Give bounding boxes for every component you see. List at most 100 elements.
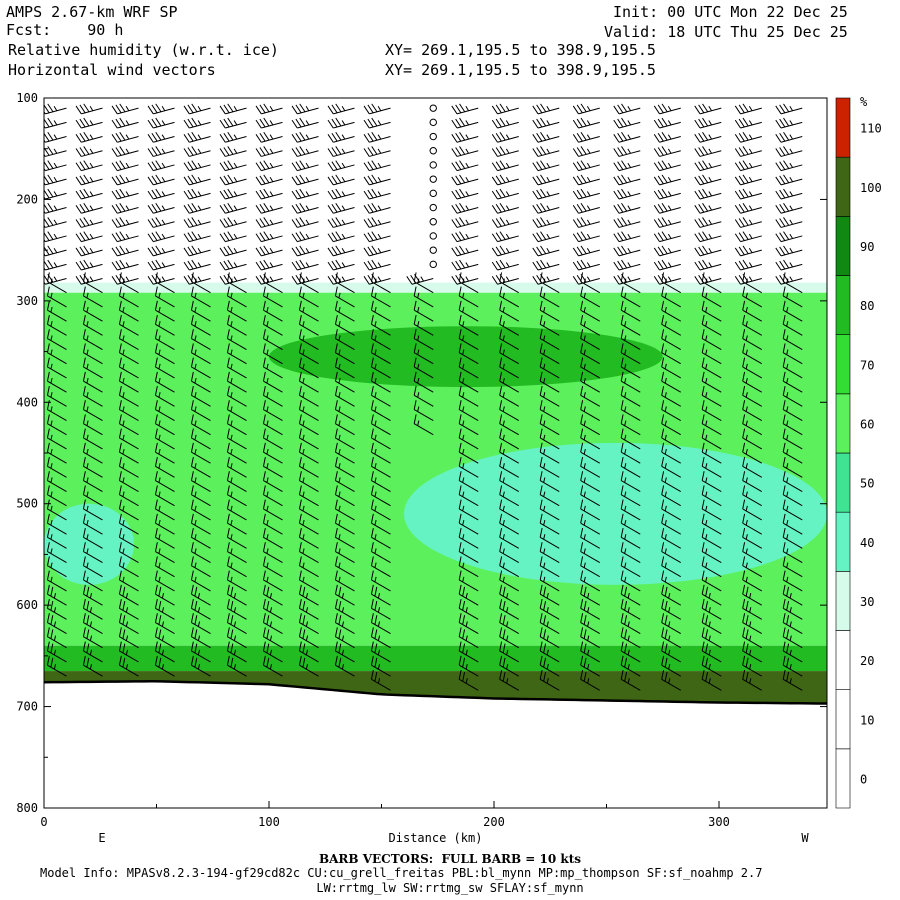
wind-barb-flag <box>779 133 786 142</box>
wind-barb-half <box>269 191 274 197</box>
wind-barb-flag <box>782 442 786 453</box>
wind-barb-flag <box>653 219 660 228</box>
calm-wind-circle <box>429 104 437 112</box>
wind-barb-half <box>786 278 789 284</box>
wind-barb-half <box>86 349 89 355</box>
wind-barb-flag <box>536 133 543 142</box>
wind-barb-flag <box>154 641 158 652</box>
wind-barb-flag <box>572 247 579 257</box>
colorbar-level-label: 80 <box>860 299 874 313</box>
wind-barb-flag <box>499 641 503 652</box>
wind-barb-flag <box>82 485 86 495</box>
wind-barb-half <box>664 491 667 497</box>
wind-barb-flag <box>782 598 786 609</box>
wind-barb-half <box>305 621 309 627</box>
colorbar-swatch <box>835 97 851 158</box>
wind-barb-flag <box>155 160 162 169</box>
wind-barb-half <box>789 592 792 599</box>
wind-barb-flag <box>370 527 374 538</box>
wind-barb-half <box>86 477 89 483</box>
wind-barb-flag <box>458 343 462 353</box>
wind-barb-half <box>462 562 465 568</box>
wind-barb-half <box>586 233 591 239</box>
wind-barb-half <box>502 420 505 426</box>
wind-barb-half <box>705 576 708 583</box>
wind-barb-flag <box>44 104 50 114</box>
wind-barb-half <box>586 120 591 126</box>
wind-barb-flag <box>702 217 709 226</box>
wind-barb-flag <box>702 245 709 255</box>
wind-barb-flag <box>783 188 790 198</box>
wind-barb-flag <box>299 231 306 240</box>
wind-barb-half <box>305 262 310 268</box>
wind-barb-flag <box>783 259 790 269</box>
wind-barb-half <box>786 306 789 313</box>
wind-barb-flag <box>540 217 547 226</box>
wind-barb-flag <box>44 246 50 256</box>
wind-barb-half <box>269 134 274 140</box>
wind-barb-flag <box>580 329 584 339</box>
wind-barb-half <box>502 321 505 327</box>
wind-barb-half <box>125 621 129 627</box>
wind-barb-half <box>546 592 549 599</box>
wind-barb-flag <box>539 414 543 424</box>
wind-barb-flag <box>621 174 628 184</box>
wind-barb-flag <box>499 513 503 524</box>
wind-barb-half <box>122 406 125 412</box>
wind-barb-flag <box>539 314 543 325</box>
wind-barb-flag <box>367 161 374 170</box>
wind-barb-flag <box>154 371 158 382</box>
wind-barb-flag <box>263 174 270 184</box>
wind-barb-flag <box>230 586 234 597</box>
wind-barb-flag <box>701 385 705 396</box>
wind-barb-half <box>266 576 269 583</box>
wind-barb-flag <box>262 513 266 524</box>
wind-barb-flag <box>539 357 543 368</box>
wind-barb-flag <box>183 219 190 228</box>
wind-barb-half <box>543 335 546 341</box>
wind-barb-flag <box>742 513 746 524</box>
wind-barb-flag <box>187 133 194 142</box>
wind-barb-half <box>745 406 748 412</box>
wind-barb-half <box>708 106 713 111</box>
wind-barb-flag <box>742 542 746 552</box>
wind-barb-flag <box>495 204 502 213</box>
wind-barb-half <box>465 607 468 613</box>
wind-barb-half <box>583 363 586 370</box>
wind-barb-flag <box>786 586 790 597</box>
wind-barb-flag <box>226 357 230 368</box>
wind-barb-flag <box>532 105 539 115</box>
wind-barb-flag <box>782 513 786 524</box>
wind-barb-flag <box>620 499 624 510</box>
wind-barb-flag <box>613 190 620 200</box>
wind-barb-half <box>302 406 305 412</box>
wind-barb-flag <box>155 245 162 255</box>
wind-barb-flag <box>334 456 338 467</box>
wind-barb-flag <box>334 314 338 325</box>
wind-barb-flag <box>154 613 158 623</box>
wind-barb-flag <box>227 202 234 212</box>
wind-barb-half <box>161 262 166 268</box>
x-axis-label: Distance (km) <box>389 831 483 845</box>
wind-barb-flag <box>458 570 462 581</box>
wind-barb-flag <box>458 627 462 637</box>
wind-barb-flag <box>298 272 302 282</box>
wind-barb-flag <box>219 219 226 228</box>
wind-barb-half <box>122 278 125 284</box>
wind-barb-half <box>341 148 346 154</box>
wind-barb-flag <box>79 246 86 256</box>
wind-barb-flag <box>115 118 122 128</box>
wind-barb-flag <box>782 329 786 339</box>
wind-barb-flag <box>701 669 705 680</box>
wind-barb-half <box>745 463 748 469</box>
wind-barb-flag <box>302 657 306 668</box>
wind-barb-half <box>705 562 708 568</box>
wind-barb-flag <box>295 260 302 270</box>
wind-barb-flag <box>75 219 82 228</box>
wind-barb-half <box>266 519 269 526</box>
wind-barb-flag <box>580 231 587 240</box>
wind-barb-flag <box>334 513 338 524</box>
wind-barb-flag <box>259 260 266 270</box>
wind-barb-half <box>624 491 627 497</box>
wind-barb-flag <box>259 118 266 128</box>
